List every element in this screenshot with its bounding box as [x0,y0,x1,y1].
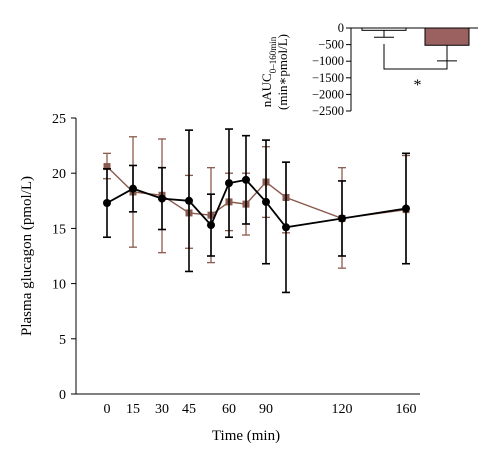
significance-bracket [383,44,448,70]
inset-bar [361,27,407,31]
inset-significance: * [383,44,448,94]
inset-y-tick-label: −500 [318,38,344,52]
inset-y-tick-label: −1500 [312,71,344,85]
main-y-tick-label: 5 [59,333,66,348]
main-x-tick-label: 45 [182,402,196,417]
inset-chart: 0 −500 −1000 −1500 −2000 −2500 * nAUC0–160min… [259,21,478,118]
significance-marker: * [414,77,422,94]
inset-y-ticks: 0 −500 −1000 −1500 −2000 −2500 [312,21,351,118]
inset-y-tick-label: −1000 [312,54,344,68]
data-point-circle [242,175,250,184]
inset-bar [424,27,470,46]
inset-y-tick-label: −2500 [312,104,344,118]
data-point-circle [103,199,111,208]
inset-y-label-main: nAUC [259,73,274,107]
inset-bars [361,27,470,62]
main-x-ticks: 0 15 30 45 60 90 120 160 [104,402,417,417]
main-x-tick-label: 30 [155,402,169,417]
data-point-circle [262,197,270,206]
data-point-circle [207,221,215,230]
inset-y-tick-label: 0 [338,21,344,35]
main-x-tick-label: 60 [222,402,236,417]
inset-y-axis-label-units: (min∗pmol/L) [275,34,290,110]
data-point-circle [338,214,346,223]
main-x-tick-label: 15 [126,402,140,417]
main-y-tick-label: 10 [52,278,66,293]
inset-y-label-sub: 0–160min [268,36,278,73]
series-line [106,178,407,229]
main-x-tick-label: 90 [259,402,273,417]
data-point-circle [282,223,290,232]
data-point-circle [185,196,193,205]
main-y-tick-label: 20 [52,167,66,182]
series-circle [103,128,410,294]
data-point-circle [402,204,410,213]
data-point-circle [225,179,233,188]
main-x-axis-label: Time (min) [212,428,280,444]
main-y-ticks: 0 5 10 15 20 25 [52,112,76,403]
main-y-tick-label: 0 [59,388,66,403]
main-series-group [103,128,410,294]
data-point-square [103,163,111,171]
main-y-tick-label: 25 [52,112,66,127]
main-y-tick-label: 15 [52,222,66,237]
inset-y-axis-label: nAUC0–160min [259,36,278,107]
series-square [103,136,410,269]
inset-y-tick-label: −2000 [312,87,344,101]
main-x-tick-label: 120 [332,402,353,417]
main-y-axis-label: Plasma glucagon (pmol/L) [19,176,35,336]
data-point-circle [158,194,166,203]
main-x-tick-label: 160 [396,402,417,417]
data-point-circle [129,184,137,193]
main-x-tick-label: 0 [104,402,111,417]
